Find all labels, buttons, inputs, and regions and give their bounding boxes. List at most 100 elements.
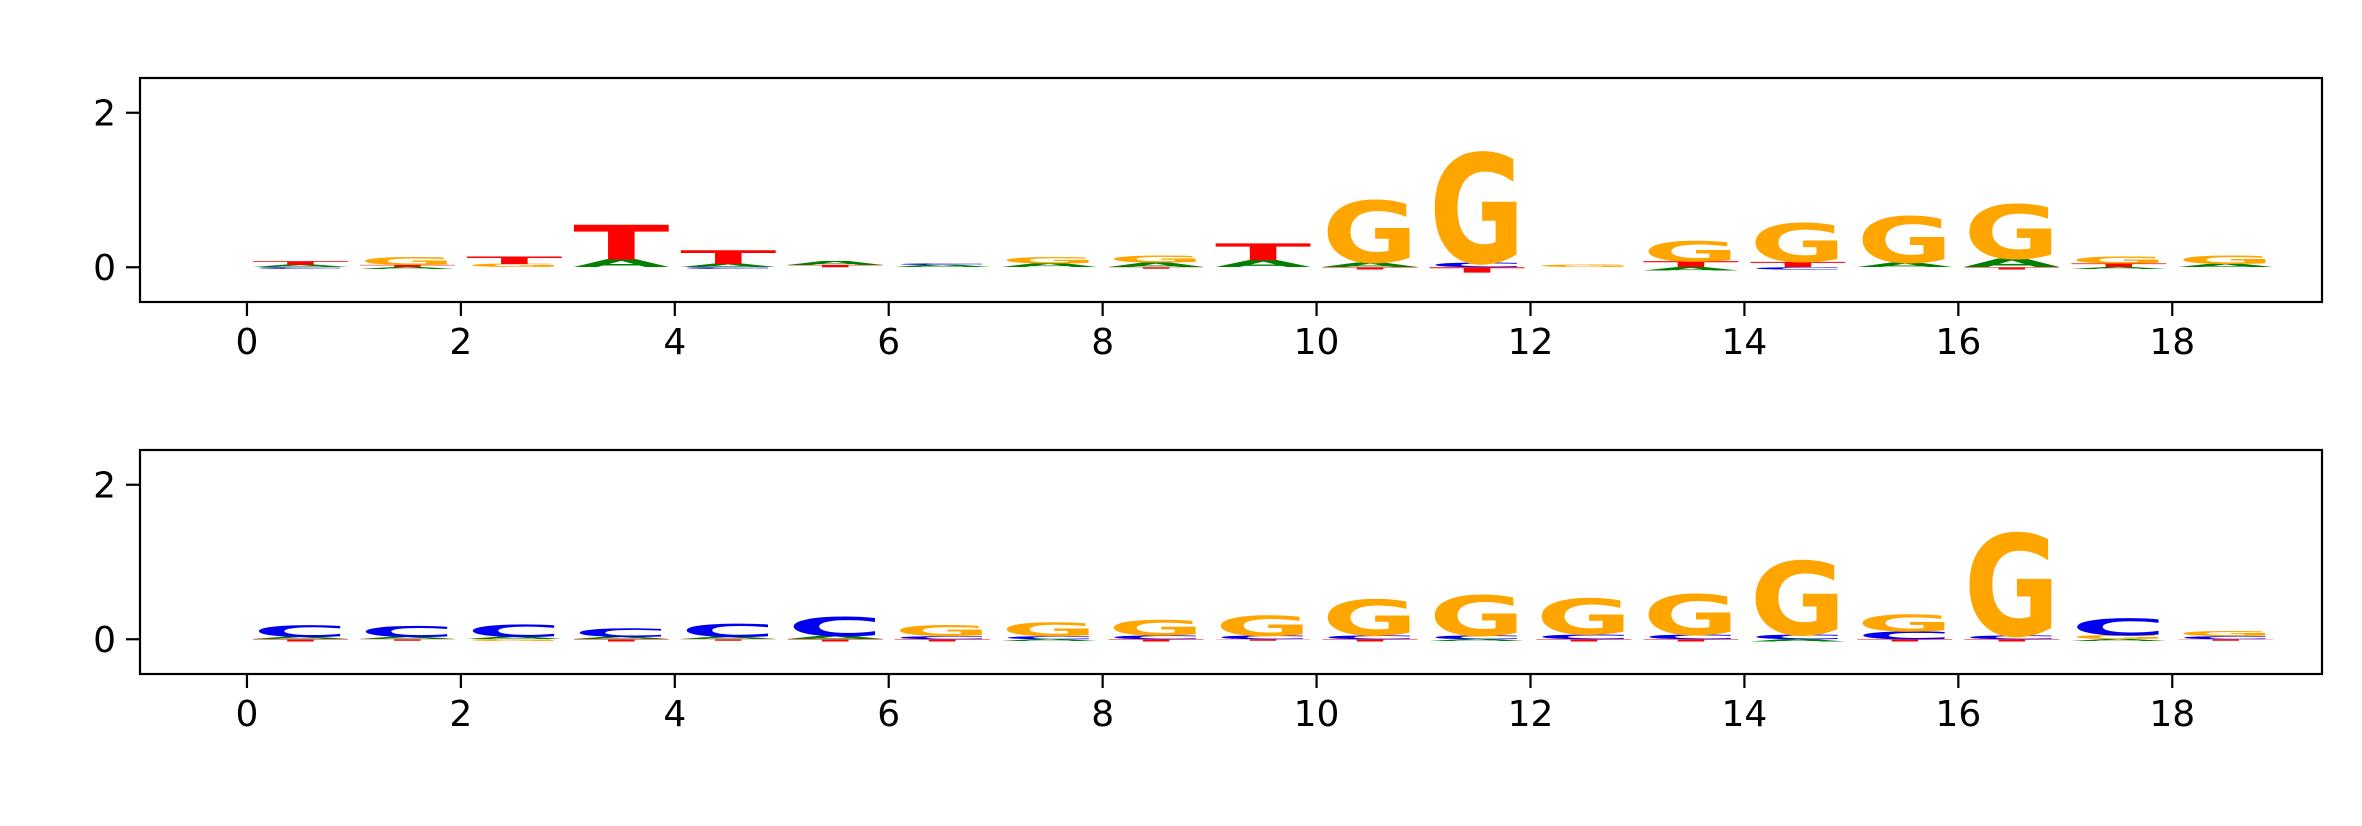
svg-text:G: G	[1322, 185, 1418, 283]
svg-text:G: G	[2178, 253, 2274, 267]
logo-letter-C: C	[680, 621, 776, 642]
logo-letter-G: G	[1322, 590, 1418, 647]
svg-text:G: G	[1964, 191, 2060, 277]
svg-text:A: A	[359, 636, 456, 640]
logo-letter-C: C	[252, 622, 348, 640]
svg-text:C: C	[1322, 634, 1418, 640]
svg-text:C: C	[1750, 267, 1846, 271]
svg-text:G: G	[466, 639, 562, 641]
logo-letter-C: C	[680, 267, 776, 269]
svg-text:A: A	[894, 264, 991, 268]
svg-text:A: A	[466, 636, 563, 640]
logo-letter-T: T	[466, 254, 563, 266]
svg-text:C: C	[1001, 635, 1097, 640]
svg-text:T: T	[787, 264, 884, 268]
logo-letter-T: T	[573, 639, 670, 643]
svg-text:G: G	[2071, 255, 2167, 266]
logo-letter-G: G	[1108, 616, 1204, 641]
logo-letter-A: A	[1001, 262, 1098, 268]
logo-letter-A: A	[573, 636, 670, 640]
logo-letter-T: T	[1857, 639, 1954, 643]
svg-text:T: T	[2178, 639, 2275, 641]
svg-text:G: G	[1750, 543, 1846, 659]
svg-text:T: T	[894, 639, 991, 643]
svg-text:T: T	[1322, 639, 1419, 643]
svg-text:G: G	[1536, 264, 1632, 268]
logo-letter-G: G	[359, 255, 455, 267]
logo-letter-A: A	[359, 267, 456, 269]
svg-text:G: G	[1750, 213, 1846, 274]
logo-letter-C: C	[1429, 634, 1525, 640]
logo-letter-A: A	[252, 636, 349, 640]
svg-text:G: G	[1108, 616, 1204, 641]
svg-text:G: G	[1322, 590, 1418, 647]
logo-letter-C: C	[2071, 614, 2167, 641]
svg-text:C: C	[1536, 633, 1632, 640]
svg-text:A: A	[1643, 266, 1740, 271]
axes-box	[138, 448, 2324, 676]
x-tick-label: 8	[1091, 694, 1114, 735]
svg-text:T: T	[1857, 639, 1954, 643]
axes-box	[138, 76, 2324, 304]
logo-letter-A: A	[1964, 257, 2060, 271]
logo-letter-G: G	[1964, 507, 2060, 669]
y-tick-label: 0	[93, 620, 116, 661]
svg-text:T: T	[252, 260, 349, 266]
logo-letter-G: G	[466, 263, 562, 268]
svg-text:G: G	[1001, 256, 1097, 266]
logo-letter-A: A	[1857, 261, 1954, 268]
svg-text:C: C	[1429, 634, 1525, 640]
logo-letter-A: A	[1643, 266, 1740, 271]
svg-text:T: T	[1964, 639, 2061, 643]
svg-text:A: A	[1108, 261, 1205, 268]
svg-text:G: G	[2178, 629, 2274, 638]
x-tick-label: 14	[1722, 694, 1768, 735]
x-tick-label: 8	[1091, 322, 1114, 363]
logo-letter-C: C	[2178, 635, 2274, 640]
svg-text:C: C	[1964, 634, 2060, 640]
logo-letter-G: G	[1750, 213, 1846, 274]
logo-letter-C: C	[1750, 267, 1846, 271]
logo-letter-A: A	[573, 258, 669, 270]
svg-text:A: A	[1001, 639, 1098, 641]
y-tick-label: 0	[93, 248, 116, 289]
svg-text:T: T	[680, 247, 776, 269]
x-tick-label: 0	[236, 322, 259, 363]
logo-letter-C: C	[894, 263, 990, 265]
logo-letter-A: A	[359, 636, 456, 640]
svg-text:G: G	[1857, 204, 1953, 278]
logo-letter-G: G	[1001, 619, 1097, 641]
x-tick-label: 14	[1722, 322, 1768, 363]
x-tick-label: 2	[449, 322, 472, 363]
svg-text:T: T	[787, 639, 884, 643]
logo-letter-C: C	[1964, 634, 2060, 640]
svg-text:C: C	[894, 263, 990, 265]
svg-text:C: C	[787, 611, 883, 642]
logo-letter-G: G	[1108, 254, 1204, 265]
logo-letter-G: G	[1857, 610, 1953, 637]
svg-text:G: G	[1001, 619, 1097, 641]
logo-letter-C: C	[1750, 633, 1846, 640]
x-tick-label: 6	[877, 322, 900, 363]
svg-text:A: A	[573, 258, 669, 270]
x-tick-label: 6	[877, 694, 900, 735]
y-tick-label: 2	[93, 466, 116, 507]
x-tick-label: 10	[1294, 322, 1340, 363]
svg-text:A: A	[2071, 267, 2168, 269]
logo-letter-G: G	[1322, 185, 1418, 283]
svg-text:A: A	[252, 264, 349, 268]
x-tick-label: 4	[663, 694, 686, 735]
logo-letter-T: T	[1643, 260, 1740, 270]
svg-text:T: T	[1750, 261, 1847, 270]
logo-letter-C: C	[1536, 633, 1632, 640]
logo-letter-C: C	[359, 623, 455, 640]
logo-letter-T: T	[680, 247, 776, 269]
logo-letter-A: A	[1322, 261, 1419, 268]
logo-letter-A: A	[1750, 639, 1847, 643]
logo-letter-T: T	[894, 639, 991, 643]
logo-letter-C: C	[1215, 634, 1311, 640]
x-tick-label: 10	[1294, 694, 1340, 735]
svg-text:C: C	[252, 267, 348, 269]
x-tick-label: 16	[1935, 322, 1981, 363]
svg-text:G: G	[466, 263, 562, 268]
